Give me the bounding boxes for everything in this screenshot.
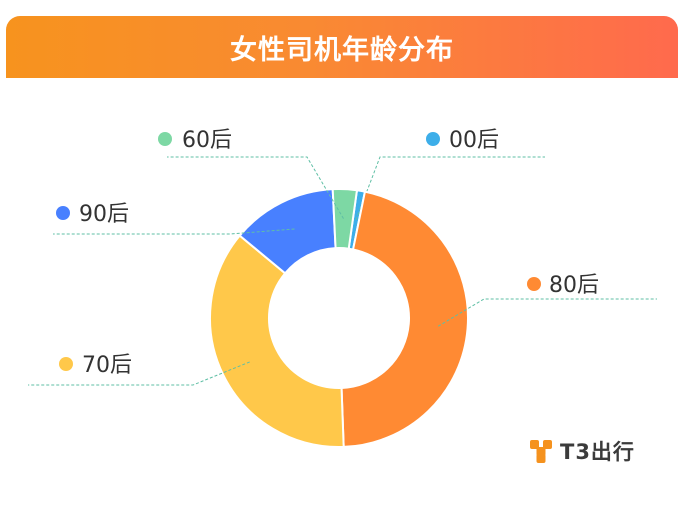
t3-logo: T3出行 bbox=[527, 436, 635, 466]
legend-dot-70s bbox=[59, 357, 73, 371]
chart-title: 女性司机年龄分布 bbox=[230, 34, 454, 66]
legend-dot-90s bbox=[56, 206, 70, 220]
leader-line-80s bbox=[437, 298, 657, 327]
slice-70s bbox=[209, 234, 345, 448]
chart-header: 女性司机年龄分布 bbox=[6, 16, 678, 78]
legend-dot-80s bbox=[527, 277, 541, 291]
legend-dot-00s bbox=[426, 132, 440, 146]
leader-line-60s bbox=[167, 156, 344, 219]
legend-label-90s: 90后 bbox=[79, 202, 129, 227]
legend-dot-60s bbox=[158, 132, 172, 146]
legend-label-70s: 70后 bbox=[82, 353, 132, 378]
slice-60s bbox=[331, 188, 359, 250]
legend-label-00s: 00后 bbox=[449, 128, 499, 153]
leader-line-90s bbox=[53, 228, 295, 235]
t3-logo-text: T3出行 bbox=[560, 440, 635, 464]
t3-logo-icon bbox=[530, 440, 552, 463]
slice-80s bbox=[340, 190, 469, 448]
leader-line-70s bbox=[28, 361, 250, 386]
legend-label-80s: 80后 bbox=[549, 273, 599, 298]
legend-label-60s: 60后 bbox=[182, 128, 232, 153]
